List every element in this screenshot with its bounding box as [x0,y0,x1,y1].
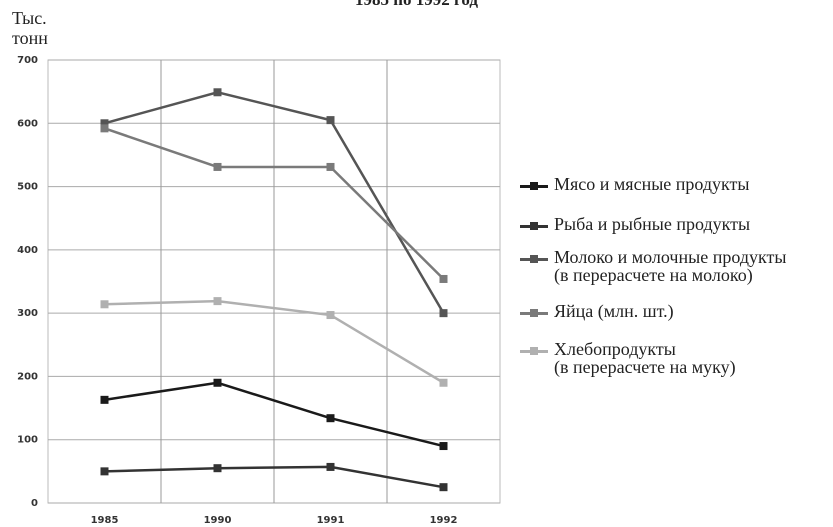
legend-entry: Яйца (млн. шт.) [520,302,674,320]
point [439,483,448,492]
y-tick-label: 400 [17,245,38,256]
legend-label: Рыба и рыбные продукты [554,214,751,234]
y-tick-label: 300 [17,308,38,319]
x-tick-label: 1991 [317,515,345,526]
series-line [104,465,444,489]
legend-label: Мясо и мясные продукты [554,174,750,194]
point [439,309,448,318]
legend-label: Молоко и молочные продукты (в перерасчет… [554,247,787,285]
legend-entry: Рыба и рыбные продукты [520,215,750,233]
series-line [104,381,444,448]
point [100,124,109,133]
series-line [104,90,445,314]
point [213,162,222,171]
y-tick-label: 500 [17,182,38,193]
point [439,442,448,451]
x-tick-label: 1985 [91,515,119,526]
legend-swatch [520,309,548,317]
point [326,116,335,125]
point [213,464,222,473]
y-tick-label: 0 [31,498,38,509]
point [100,300,109,309]
series-line [104,299,445,384]
x-tick-label: 1990 [204,515,232,526]
point [213,88,222,97]
x-tick-label: 1992 [430,515,458,526]
legend-swatch [520,182,548,190]
legend-entry: Молоко и молочные продукты (в перерасчет… [520,248,786,284]
legend-entry: Мясо и мясные продукты [520,175,750,193]
point [439,378,448,387]
point [326,462,335,471]
point [100,467,109,476]
legend-entry: Хлебопродукты (в перерасчете на муку) [520,340,736,376]
point [439,274,448,283]
y-tick-label: 100 [17,435,38,446]
y-axis-label: Тыс. тонн [12,8,48,48]
legend-swatch [520,347,548,355]
point [100,119,109,128]
legend-swatch [520,255,548,263]
point [326,414,335,423]
y-tick-label: 700 [17,55,38,66]
point [326,162,335,171]
legend-label: Яйца (млн. шт.) [554,301,674,321]
point [213,378,222,387]
point [326,311,335,320]
point [213,297,222,306]
point [100,395,109,404]
legend-swatch [520,222,548,230]
legend-label: Хлебопродукты (в перерасчете на муку) [554,339,736,377]
series-line [104,127,445,280]
y-tick-label: 600 [17,118,38,129]
y-tick-label: 200 [17,371,38,382]
chart-title: 1985 по 1992 год [0,0,833,10]
